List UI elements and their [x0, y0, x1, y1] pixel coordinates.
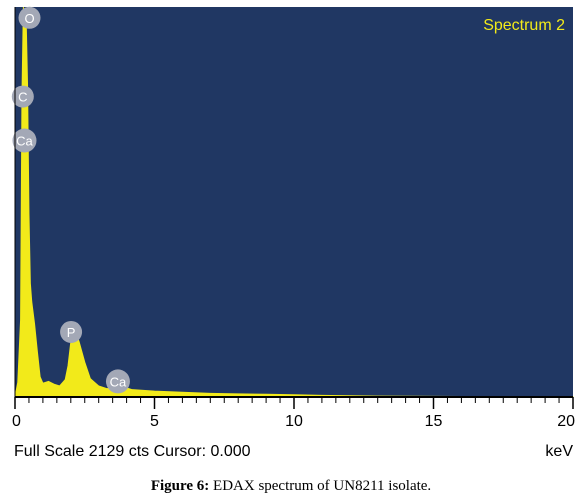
caption-prefix: Figure 6: [150, 478, 210, 494]
spectrum-name-label: Spectrum 2 [483, 17, 565, 34]
caption-text: EDAX spectrum of UN8211 isolate. [213, 478, 432, 494]
figure-caption: Figure 6: EDAX spectrum of UN8211 isolat… [0, 478, 582, 495]
peak-label-ca: Ca [12, 128, 37, 153]
peak-label-ca: Ca [105, 369, 130, 394]
x-tick-label: 20 [557, 413, 575, 430]
peak-label-c: C [11, 85, 34, 108]
peak-label-text: P [67, 325, 76, 340]
peak-label-marker [11, 85, 34, 108]
energy-unit-label: keV [545, 443, 573, 460]
peak-label-o: O [18, 6, 41, 29]
x-tick-layer: 0 5 10 15 20 [12, 397, 575, 430]
full-scale-cursor-readout: Full Scale 2129 cts Cursor: 0.000 [14, 443, 251, 460]
peak-label-marker [12, 128, 37, 153]
peak-label-layer: O C Ca P Ca [11, 6, 130, 394]
x-tick-label: 0 [12, 413, 21, 430]
x-tick-label: 15 [425, 413, 443, 430]
peak-label-marker [18, 6, 41, 29]
peak-label-marker [105, 369, 130, 394]
x-tick-label: 10 [285, 413, 303, 430]
peak-label-p: P [60, 320, 83, 343]
peak-label-text: C [18, 90, 27, 105]
peak-label-marker [60, 320, 83, 343]
peak-label-text: O [24, 11, 34, 26]
peak-label-text: Ca [110, 374, 127, 389]
x-tick-label: 5 [150, 413, 159, 430]
peak-label-text: Ca [16, 134, 33, 149]
spectrum-series-area [14, 6, 574, 398]
plot-area [15, 7, 573, 397]
